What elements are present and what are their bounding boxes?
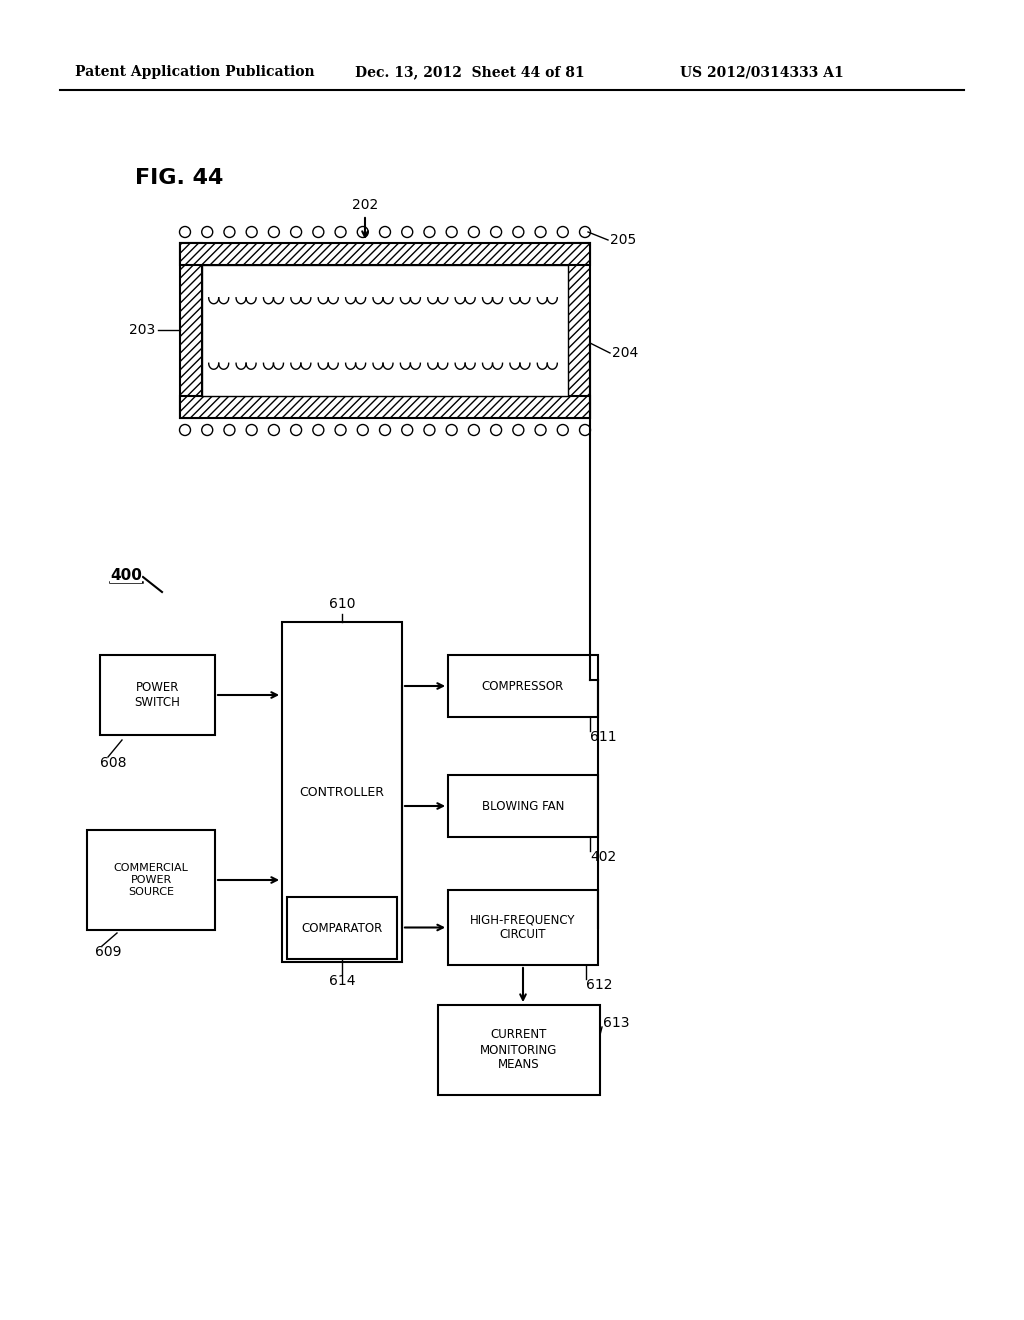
Text: 402: 402 (590, 850, 616, 865)
Text: 614: 614 (329, 974, 355, 987)
Bar (202, 265, 568, 396)
Bar (287, 898, 397, 960)
Text: COMPARATOR: COMPARATOR (301, 921, 383, 935)
Bar (180, 396, 590, 418)
Text: CURRENT
MONITORING
MEANS: CURRENT MONITORING MEANS (480, 1028, 558, 1072)
Text: COMPRESSOR: COMPRESSOR (482, 680, 564, 693)
Bar (568, 243, 590, 418)
Text: 611: 611 (590, 730, 616, 744)
Bar (449, 775, 598, 837)
Text: 202: 202 (352, 198, 378, 213)
Text: 613: 613 (603, 1016, 630, 1030)
Bar (180, 243, 202, 418)
Text: FIG. 44: FIG. 44 (135, 168, 223, 187)
Text: CONTROLLER: CONTROLLER (299, 785, 384, 799)
Text: COMMERCIAL
POWER
SOURCE: COMMERCIAL POWER SOURCE (114, 863, 188, 896)
Bar (87, 830, 215, 931)
Text: 205: 205 (610, 234, 636, 247)
Text: 204: 204 (612, 346, 638, 360)
Text: 203: 203 (129, 323, 155, 337)
Bar (180, 243, 590, 265)
Text: 608: 608 (100, 756, 127, 770)
Text: HIGH-FREQUENCY
CIRCUIT: HIGH-FREQUENCY CIRCUIT (470, 913, 575, 941)
Bar (282, 622, 402, 962)
Text: BLOWING FAN: BLOWING FAN (482, 800, 564, 813)
Text: Dec. 13, 2012  Sheet 44 of 81: Dec. 13, 2012 Sheet 44 of 81 (355, 65, 585, 79)
Text: 612: 612 (586, 978, 612, 993)
Text: Patent Application Publication: Patent Application Publication (75, 65, 314, 79)
Bar (449, 655, 598, 717)
Bar (438, 1005, 600, 1096)
Text: 610: 610 (329, 597, 355, 611)
Text: POWER
SWITCH: POWER SWITCH (134, 681, 180, 709)
Bar (100, 655, 215, 735)
Text: US 2012/0314333 A1: US 2012/0314333 A1 (680, 65, 844, 79)
Text: 400: 400 (110, 568, 142, 582)
Text: 609: 609 (95, 945, 122, 960)
Bar (449, 890, 598, 965)
